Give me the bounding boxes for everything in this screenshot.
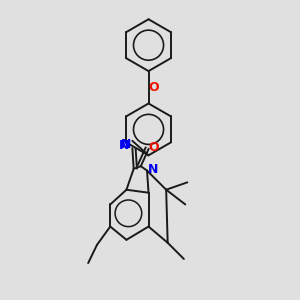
Text: O: O <box>148 81 159 94</box>
Text: N: N <box>121 138 132 151</box>
Text: N: N <box>119 140 129 152</box>
Text: O: O <box>149 141 159 154</box>
Text: N: N <box>148 163 159 176</box>
